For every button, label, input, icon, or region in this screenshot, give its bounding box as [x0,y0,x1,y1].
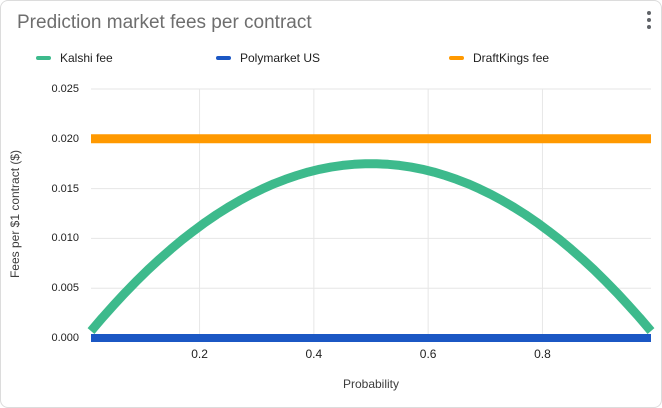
legend-label: DraftKings fee [473,51,550,65]
legend-swatch-icon [36,56,51,60]
chart-legend: Kalshi fee Polymarket US DraftKings fee [1,51,661,69]
y-tick-label: 0.005 [51,282,79,295]
y-tick-label: 0.010 [51,232,79,245]
x-tick-label: 0.6 [419,347,437,361]
legend-label: Kalshi fee [60,51,113,65]
y-tick-label: 0.020 [51,132,79,145]
y-tick-label: 0.025 [51,83,79,95]
legend-swatch-icon [216,56,231,60]
x-axis-title: Probability [342,377,400,391]
series-line-kalshi-fee[interactable] [87,159,655,335]
x-tick-label: 0.8 [534,347,551,361]
legend-label: Polymarket US [240,51,321,65]
chart-title: Prediction market fees per contract [17,12,312,33]
kebab-dot [647,18,651,22]
kebab-menu-icon[interactable] [640,5,658,35]
kebab-dot [647,11,651,15]
x-tick-label: 0.4 [305,347,323,361]
y-tick-label: 0.000 [51,332,79,344]
y-axis-title: Fees per $1 contract ($) [8,149,22,279]
legend-item-polymarket-us[interactable]: Polymarket US [216,51,320,65]
legend-item-kalshi-fee[interactable]: Kalshi fee [36,51,113,65]
legend-item-draftkings-fee[interactable]: DraftKings fee [449,51,549,65]
kebab-dot [647,25,651,29]
y-tick-label: 0.015 [51,182,79,195]
legend-swatch-icon [449,56,464,60]
x-tick-label: 0.2 [191,347,208,361]
